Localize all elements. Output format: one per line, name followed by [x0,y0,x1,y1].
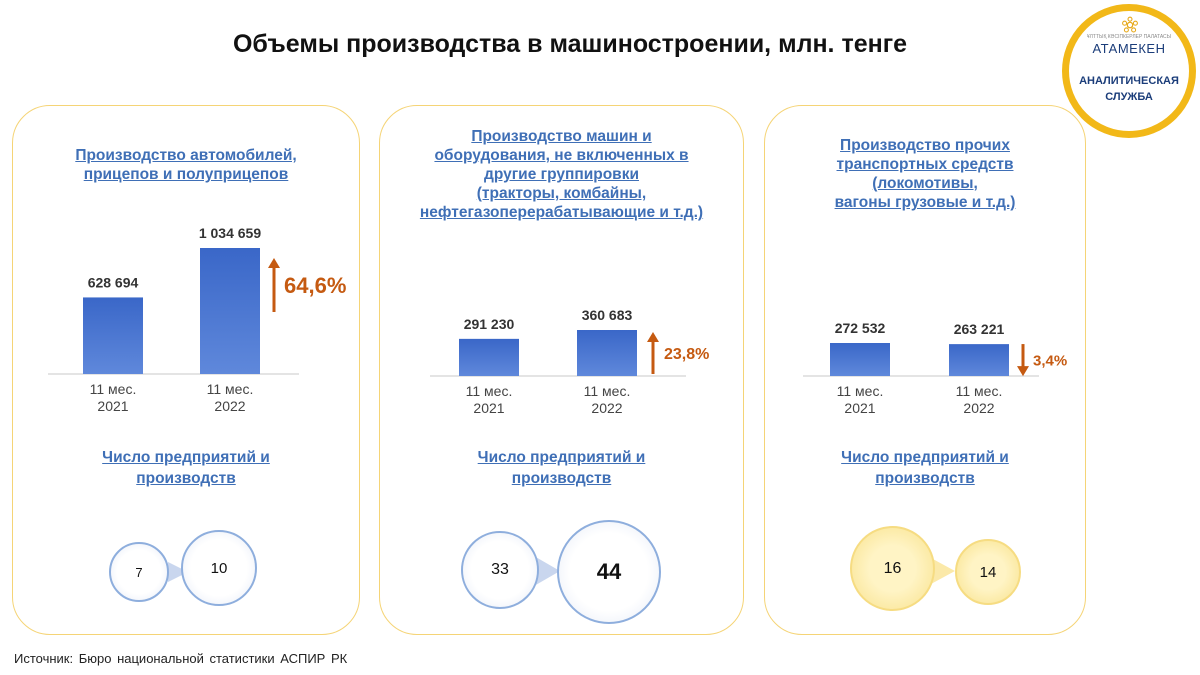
x-tick-label: 2022 [963,400,994,416]
x-tick-label: 11 мес. [90,381,137,397]
panel-title[interactable]: Производство прочих транспортных средств… [765,136,1085,212]
x-tick-label: 2022 [214,398,245,414]
bar [949,344,1009,376]
enterprises-title-line: производств [136,470,236,487]
enterprises-2021-bubble: 7 [109,542,169,602]
enterprises-2021-bubble: 16 [850,526,935,611]
bar [830,343,890,376]
x-tick-label: 11 мес. [956,383,1003,399]
bar-value-label: 628 694 [88,274,139,290]
bar [200,248,260,374]
enterprises-2022-value: 10 [210,559,228,577]
x-tick-label: 11 мес. [466,383,513,399]
panel-title-line: вагоны грузовые и т.д.) [834,194,1016,211]
enterprises-2022-value: 14 [979,563,997,581]
enterprises-title-line: Число предприятий и [841,449,1009,466]
enterprises-2022-bubble: 14 [955,539,1021,605]
bar-value-label: 291 230 [464,316,515,332]
x-tick-label: 2021 [97,398,128,414]
panel-title-line: (локомотивы, [872,175,978,192]
panel-machinery: Производство машин и оборудования, не вк… [379,105,744,635]
enterprises-title[interactable]: Число предприятий и производств [765,447,1085,489]
change-percent-label: 64,6% [284,273,346,298]
change-arrow-up-icon [647,332,659,342]
panel-automobiles: Производство автомобилей, прицепов и пол… [12,105,360,635]
logo-brand: АТАМЕКЕН [1092,41,1166,56]
enterprises-2021-bubble: 33 [461,531,539,609]
bubble-connector [168,562,188,582]
panel-title[interactable]: Производство машин и оборудования, не вк… [380,127,743,222]
panel-title-line: нефтегазоперерабатывающие и т.д.) [419,204,704,221]
page-title: Объемы производства в машиностроении, мл… [232,30,908,58]
logo-service-line-2: СЛУЖБА [1105,91,1153,103]
panel-title-line: (тракторы, комбайны, [476,185,647,202]
enterprises-title-line: Число предприятий и [102,449,270,466]
enterprises-title-line: производств [511,470,612,487]
panel-title-line: транспортных средств [836,156,1014,173]
x-tick-label: 2021 [844,400,875,416]
bubble-connector [931,558,955,584]
panel-title-line: Производство прочих [840,137,1010,154]
bar [577,330,637,376]
enterprises-title[interactable]: Число предприятий и производств [380,447,743,489]
x-tick-label: 2021 [473,400,504,416]
change-arrow-up-icon [268,258,280,268]
bar-value-label: 1 034 659 [199,225,261,241]
x-tick-label: 11 мес. [207,381,254,397]
enterprises-title[interactable]: Число предприятий и производств [13,447,359,489]
panel-title[interactable]: Производство автомобилей, прицепов и пол… [13,146,359,184]
enterprises-2021-value: 7 [135,564,143,580]
enterprises-title-line: Число предприятий и [477,449,646,466]
logo-small-text: ҰЛТТЫҚ КӘСІПКЕРЛЕР ПАЛАТАСЫ [1086,34,1172,40]
x-tick-label: 11 мес. [584,383,631,399]
bubble-connector [534,556,560,586]
atameken-logo: ҰЛТТЫҚ КӘСІПКЕРЛЕР ПАЛАТАСЫ АТАМЕКЕН АНА… [1062,4,1196,138]
bar-value-label: 360 683 [582,307,633,323]
sun-emblem-icon [1122,16,1138,33]
panel-title-line: Производство машин и [471,128,652,145]
enterprises-title-line: производств [875,470,975,487]
source-note: Источник: Бюро национальной статистики А… [14,651,348,666]
bar [459,338,519,376]
change-arrow-down-icon [1017,366,1029,377]
bar-value-label: 272 532 [835,320,886,336]
x-tick-label: 2022 [591,400,622,416]
bar-value-label: 263 221 [954,321,1005,337]
enterprises-2022-bubble: 44 [557,520,661,624]
enterprises-2022-value: 44 [596,559,622,584]
enterprises-2022-bubble: 10 [181,530,257,606]
panel-other-transport: Производство прочих транспортных средств… [764,105,1086,635]
x-tick-label: 11 мес. [837,383,884,399]
change-percent-label: 3,4% [1033,352,1067,369]
enterprises-2021-value: 16 [883,559,902,577]
bar [83,297,143,374]
panel-title-line: Производство автомобилей, [75,147,297,164]
panel-title-line: другие группировки [484,166,639,183]
panel-title-line: оборудования, не включенных в [434,147,689,164]
change-percent-label: 23,8% [664,346,709,363]
panel-title-line: прицепов и полуприцепов [83,166,289,183]
enterprises-2021-value: 33 [491,561,509,578]
logo-service: АНАЛИТИЧЕСКАЯ СЛУЖБА [1069,73,1189,105]
logo-service-line-1: АНАЛИТИЧЕСКАЯ [1079,75,1179,87]
